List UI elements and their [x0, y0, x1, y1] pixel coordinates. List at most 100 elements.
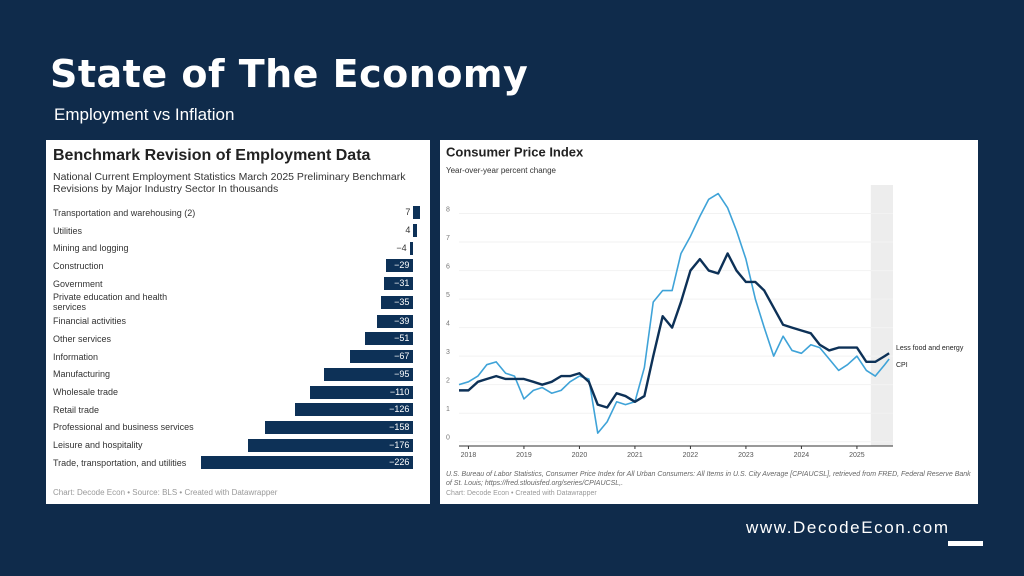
series-label: Less food and energy: [896, 345, 964, 352]
value-label: −29: [394, 260, 410, 271]
bar-area: −29: [198, 259, 423, 273]
category-label: Leisure and hospitality: [53, 440, 143, 451]
bar-row: Information −67: [53, 348, 423, 366]
x-tick-label: 2023: [738, 452, 754, 459]
x-tick-label: 2021: [627, 452, 643, 459]
chart-title: Consumer Price Index: [446, 144, 584, 159]
page-subtitle: Employment vs Inflation: [54, 105, 235, 124]
bar: [294, 403, 414, 417]
series-line: [458, 192, 890, 434]
chart-subtitle: National Current Employment Statistics M…: [53, 171, 406, 195]
y-tick-label: 0: [446, 435, 450, 442]
bar-area: −4: [198, 241, 423, 255]
bar-row: Utilities 4: [53, 222, 423, 240]
category-label: Utilities: [53, 225, 83, 236]
line-panel: Consumer Price Index Year-over-year perc…: [440, 140, 978, 504]
value-label: −51: [394, 333, 410, 344]
bar-row: Manufacturing −95: [53, 366, 423, 384]
bar-area: −226: [198, 456, 423, 470]
bar-area: −158: [198, 420, 423, 434]
value-label: −110: [389, 386, 410, 397]
chart-title: Benchmark Revision of Employment Data: [53, 147, 371, 164]
category-label: Mining and logging: [53, 243, 129, 254]
bar-row: Mining and logging −4: [53, 239, 423, 257]
page-title: State of The Economy: [50, 52, 529, 96]
value-label: −39: [394, 315, 410, 326]
category-label: Wholesale trade: [53, 387, 119, 398]
bar: [409, 241, 414, 255]
bar: [376, 314, 414, 328]
bar: [324, 367, 414, 381]
x-tick-label: 2022: [683, 452, 699, 459]
bar-area: −95: [198, 367, 423, 381]
bar: [264, 420, 414, 434]
bar: [365, 332, 414, 346]
category-label: Private education and health services: [53, 292, 168, 313]
series-line: [459, 252, 890, 409]
bar-area: −31: [198, 277, 423, 291]
bar-area: 4: [198, 224, 423, 238]
series-label: CPI: [896, 362, 908, 369]
bar: [247, 438, 414, 452]
y-tick-label: 5: [446, 292, 450, 299]
category-label: Information: [53, 351, 99, 362]
bar-area: −176: [198, 438, 423, 452]
value-label: −176: [389, 439, 410, 450]
y-tick-label: 7: [446, 235, 450, 242]
category-label: Government: [53, 278, 103, 289]
bar-row: Construction −29: [53, 257, 423, 275]
bar-row: Professional and business services −158: [53, 419, 423, 437]
value-label: −67: [394, 351, 410, 362]
bar-row: Government −31: [53, 275, 423, 293]
x-tick-label: 2020: [572, 452, 588, 459]
x-tick-label: 2024: [794, 452, 810, 459]
chart-source: Chart: Decode Econ • Source: BLS • Creat…: [53, 488, 278, 497]
bar: [413, 206, 420, 220]
line-chart: Consumer Price Index Year-over-year perc…: [446, 144, 964, 459]
bar: [310, 385, 414, 399]
y-tick-label: 6: [446, 263, 450, 270]
category-label: Professional and business services: [53, 422, 194, 433]
website: www.DecodeEcon.com: [746, 518, 950, 537]
x-tick-label: 2025: [849, 452, 865, 459]
value-label: −4: [396, 242, 407, 253]
category-label: Financial activities: [53, 316, 127, 327]
y-axis-label: Year-over-year percent change: [446, 166, 557, 175]
y-tick-label: 3: [446, 349, 450, 356]
value-label: −35: [394, 296, 410, 307]
bar-row: Leisure and hospitality −176: [53, 436, 423, 454]
bar: [350, 350, 414, 364]
bar: [384, 277, 414, 291]
chart-source: U.S. Bureau of Labor Statistics, Consume…: [446, 471, 971, 487]
bar-area: −126: [198, 403, 423, 417]
chart-credit: Chart: Decode Econ • Created with Datawr…: [446, 490, 597, 497]
category-label: Construction: [53, 260, 104, 271]
y-tick-label: 4: [446, 320, 450, 327]
bar-area: −39: [198, 314, 423, 328]
bar-panel: Benchmark Revision of Employment Data Na…: [46, 140, 430, 504]
category-label: Manufacturing: [53, 369, 111, 380]
bar-area: −35: [198, 295, 423, 309]
value-label: 4: [405, 225, 411, 236]
value-label: −126: [389, 404, 410, 415]
bar: [386, 259, 414, 273]
category-label: Transportation and warehousing (2): [53, 207, 196, 218]
bar-row: Other services −51: [53, 330, 423, 348]
value-label: −95: [394, 368, 410, 379]
bar-area: −51: [198, 332, 423, 346]
value-label: −226: [389, 457, 410, 468]
y-tick-label: 8: [446, 206, 450, 213]
accent-bar: [948, 541, 983, 546]
value-label: −31: [394, 278, 410, 289]
bar-row: Wholesale trade −110: [53, 383, 423, 401]
bar-rows: Transportation and warehousing (2) 7 Utili…: [53, 204, 423, 472]
bar-row: Transportation and warehousing (2) 7: [53, 204, 423, 222]
bar-row: Trade, transportation, and utilities −226: [53, 454, 423, 472]
value-label: −158: [389, 421, 410, 432]
bar-area: 7: [198, 206, 423, 220]
value-label: 7: [405, 207, 411, 218]
highlight-band: [870, 185, 893, 446]
x-tick-label: 2019: [516, 452, 532, 459]
category-label: Other services: [53, 333, 112, 344]
